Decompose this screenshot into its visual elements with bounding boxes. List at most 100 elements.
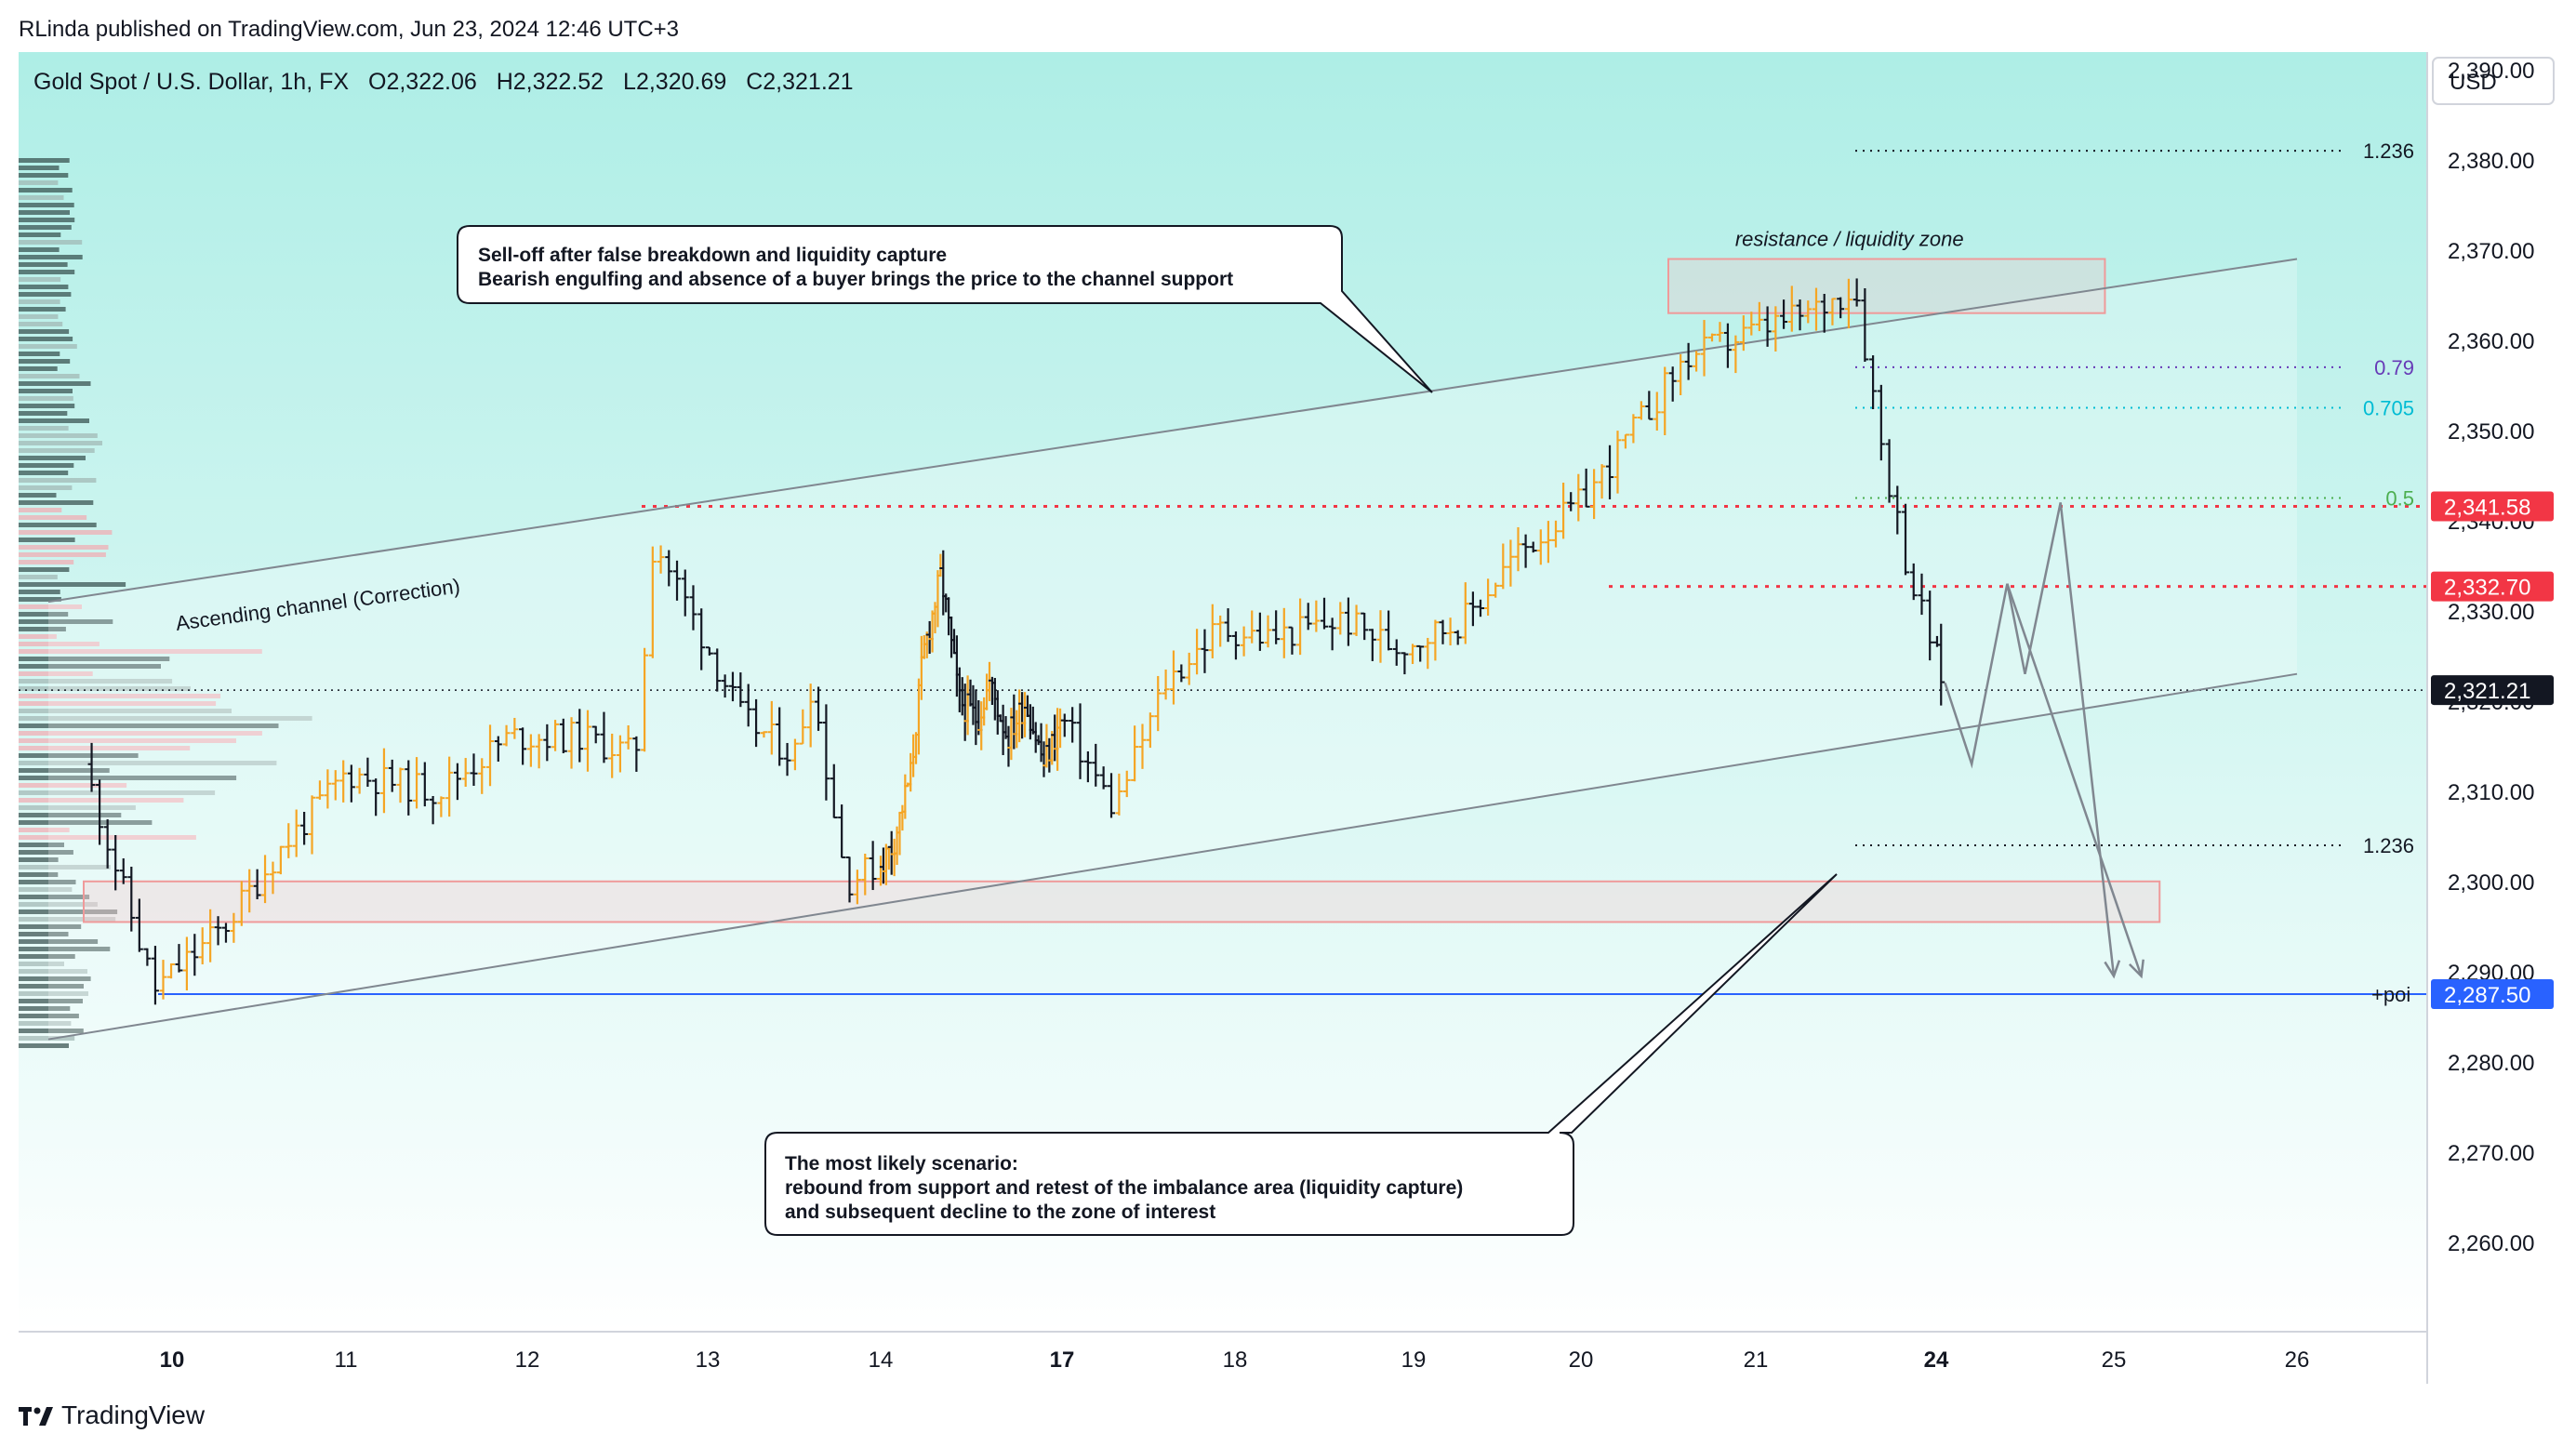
time-axis[interactable]: 10 11 12 13 14 17 18 19 20 21 24 25 26 xyxy=(160,1347,2310,1373)
volume-bar xyxy=(19,895,90,899)
symbol-legend[interactable]: Gold Spot / U.S. Dollar, 1h, FX O2,322.0… xyxy=(33,69,867,96)
x-tick-label: 13 xyxy=(696,1347,721,1373)
ohlc-bar xyxy=(713,648,722,692)
ohlc-bar xyxy=(608,733,617,778)
ohlc-bar xyxy=(1693,351,1701,372)
ohlc-bar xyxy=(1240,626,1248,657)
ohlc-bar xyxy=(697,608,706,670)
projection-path xyxy=(1944,502,2116,976)
ohlc-bar xyxy=(1902,503,1910,576)
price-tags: 2,341.58 2,332.70 2,287.50 2,321.21 xyxy=(2431,491,2554,1010)
volume-bar xyxy=(19,627,66,631)
tradingview-logo-icon xyxy=(19,1407,53,1426)
volume-bar xyxy=(19,813,122,817)
fib-label: 1.236 xyxy=(2363,834,2414,857)
volume-bar xyxy=(19,247,60,252)
volume-bar xyxy=(19,746,191,750)
ohlc-bar xyxy=(167,962,176,979)
footer-brand[interactable]: TradingView xyxy=(19,1401,205,1430)
volume-bar xyxy=(19,909,118,914)
currency-button[interactable] xyxy=(2432,57,2555,105)
ohlc-bar xyxy=(285,823,293,858)
ohlc-bar xyxy=(119,858,127,884)
ohlc-bar xyxy=(1280,607,1288,658)
ohlc-bar xyxy=(221,923,230,943)
ohlc-bar xyxy=(420,762,429,807)
x-tick-label: 11 xyxy=(335,1347,358,1373)
ohlc-bar xyxy=(1131,725,1139,782)
ohlc-bar xyxy=(838,804,846,858)
ohlc-bar xyxy=(151,946,159,1005)
volume-bar xyxy=(19,530,113,535)
ohlc-bar xyxy=(1468,591,1477,627)
ohlc-bar xyxy=(790,738,799,771)
candles-layer xyxy=(87,278,1945,1005)
ohlc-bar xyxy=(1321,597,1328,630)
ohlc-bar xyxy=(413,757,421,809)
x-tick-label: 14 xyxy=(869,1347,894,1373)
x-tick-label: 26 xyxy=(2285,1347,2310,1373)
ohlc-bar xyxy=(1272,610,1281,644)
ohlc-bar xyxy=(776,707,784,766)
ohlc-bar xyxy=(1606,445,1614,499)
volume-bar xyxy=(19,180,59,185)
volume-bar xyxy=(19,195,64,200)
volume-bar xyxy=(19,545,109,550)
ohlc-bar xyxy=(1844,278,1852,329)
ohlc-bar xyxy=(1185,652,1193,685)
ohlc-bar xyxy=(143,948,152,966)
ohlc-bar xyxy=(364,757,372,788)
volume-bar xyxy=(19,1014,79,1018)
ohlc-bar xyxy=(1454,630,1462,645)
volume-bar xyxy=(19,969,87,974)
volume-bar xyxy=(19,523,97,527)
ohlc-bar xyxy=(1076,703,1084,779)
volume-bar xyxy=(19,820,153,825)
volume-bar xyxy=(19,724,279,728)
ohlc-bar xyxy=(1385,610,1393,651)
price-axis[interactable]: 2,260.002,270.002,280.002,290.002,300.00… xyxy=(2448,59,2534,1256)
volume-bar xyxy=(19,984,84,989)
volume-bar xyxy=(19,917,116,922)
y-tick-label: 2,270.00 xyxy=(2448,1141,2534,1166)
scenario-callout-text: rebound from support and retest of the i… xyxy=(785,1177,1463,1199)
ohlc-bar xyxy=(1368,629,1376,661)
ohlc-bar xyxy=(845,856,854,903)
ohlc-bar xyxy=(1529,541,1537,553)
volume-bar xyxy=(19,314,59,319)
ohlc-bar xyxy=(1812,287,1820,331)
ohlc-bar xyxy=(1521,534,1530,568)
ohlc-bar xyxy=(388,759,396,792)
ohlc-bar xyxy=(1092,743,1100,787)
volume-bar xyxy=(19,471,69,475)
ohlc-bar xyxy=(1560,483,1568,539)
volume-bar xyxy=(19,389,73,393)
ohlc-bar xyxy=(559,718,567,753)
volume-bar xyxy=(19,962,64,966)
ohlc-bar xyxy=(1439,619,1447,644)
ohlc-bar xyxy=(1772,306,1780,352)
ohlc-bar xyxy=(1446,617,1454,646)
fib-label: 0.5 xyxy=(2385,487,2414,511)
selloff-callout-box xyxy=(457,225,1433,393)
volume-bar xyxy=(19,976,91,981)
volume-bar xyxy=(19,448,95,453)
ohlc-bar xyxy=(1918,573,1926,616)
ohlc-bar xyxy=(1645,391,1653,420)
ohlc-bar xyxy=(1499,543,1507,590)
volume-bar xyxy=(19,738,236,743)
volume-bar xyxy=(19,299,60,304)
volume-bar xyxy=(19,426,69,431)
price-chart[interactable]: resistance / liquidity zone +poi 1.236 0.… xyxy=(0,0,2576,1395)
ohlc-bar xyxy=(1328,617,1336,651)
x-tick-label: 20 xyxy=(1569,1347,1594,1373)
zone-label: resistance / liquidity zone xyxy=(1735,228,1964,251)
volume-bar xyxy=(19,828,70,832)
ohlc-bar xyxy=(347,764,355,803)
ohlc-bar xyxy=(470,753,478,786)
ohlc-bar xyxy=(1536,529,1545,565)
x-tick-label: 18 xyxy=(1223,1347,1248,1373)
ohlc-bar xyxy=(269,861,277,895)
ohlc-bar xyxy=(591,725,600,744)
volume-bar xyxy=(19,843,64,847)
